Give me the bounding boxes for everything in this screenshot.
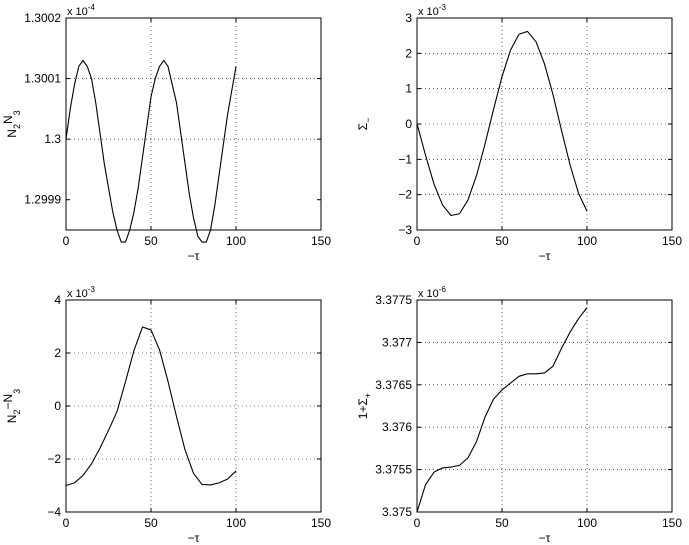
y-tick-label: 0: [54, 399, 61, 413]
y-axis-label: Σ−: [356, 118, 373, 131]
x-axis-label: −τ: [539, 531, 551, 545]
series-line: [65, 59, 237, 243]
y-axis-label: 1+Σ+: [356, 393, 373, 419]
x-tick-label: 100: [577, 234, 597, 248]
x-tick-label: 50: [144, 234, 158, 248]
y-tick-label: 1.2999: [24, 193, 61, 207]
y-tick-label: 3.3755: [375, 463, 412, 477]
axes-box: [65, 17, 322, 231]
series-line: [416, 30, 588, 217]
x-tick-label: 150: [311, 516, 331, 530]
y-tick-label: 3: [405, 11, 412, 25]
y-tick-label: 4: [54, 293, 61, 307]
series-line: [416, 307, 588, 513]
y-tick-label: 3.3775: [375, 293, 412, 307]
panel-n2-minus-n3: 0 50 100 150 −4 −2 0 2 4 x 10-3 −τ N2−N3: [1, 285, 331, 545]
axes-box: [416, 299, 673, 513]
exponent-label: x 10-3: [67, 285, 95, 300]
panel-n2n3: 0 50 100 150 1.2999 1.3 1.3001 1.3002 x 10-4 −τ N2…: [1, 3, 331, 263]
y-tick-label: −2: [398, 188, 412, 202]
y-tick-label: 1.3001: [24, 72, 61, 86]
y-tick-label: 1.3002: [24, 11, 61, 25]
y-tick-label: −1: [398, 152, 412, 166]
exponent-label: x 10-6: [418, 285, 446, 300]
y-tick-label: −2: [47, 452, 61, 466]
y-tick-label: −4: [47, 505, 61, 519]
exponent-label: x 10-4: [67, 3, 95, 18]
y-tick-label: −3: [398, 223, 412, 237]
x-axis-label: −τ: [539, 249, 551, 263]
y-tick-label: 1: [405, 82, 412, 96]
y-tick-label: 3.376: [382, 420, 412, 434]
panel-one-plus-sigma-plus: 0 50 100 150 3.375 3.3755 3.376 3.3765 3.377 3.37…: [356, 285, 682, 545]
x-tick-label: 150: [662, 234, 682, 248]
y-tick-label: 3.377: [382, 335, 412, 349]
x-tick-label: 100: [226, 234, 246, 248]
x-tick-label: 50: [144, 516, 158, 530]
exponent-label: x 10-3: [418, 3, 446, 18]
x-tick-label: 150: [662, 516, 682, 530]
x-tick-label: 150: [311, 234, 331, 248]
series-line: [65, 326, 237, 487]
x-tick-label: 100: [577, 516, 597, 530]
x-axis-label: −τ: [188, 531, 200, 545]
x-tick-label: 50: [495, 516, 509, 530]
y-tick-label: 2: [405, 46, 412, 60]
y-axis-label: N2N3: [1, 110, 22, 137]
x-tick-label: 50: [495, 234, 509, 248]
panel-sigma-minus: 0 50 100 150 −3 −2 −1 0 1 2 3 x 10-3 −τ Σ−: [356, 3, 682, 263]
y-tick-label: 0: [405, 117, 412, 131]
y-axis-label: N2−N3: [1, 389, 22, 423]
y-tick-label: 3.375: [382, 505, 412, 519]
x-tick-label: 0: [414, 234, 421, 248]
y-tick-label: 2: [54, 346, 61, 360]
x-tick-label: 100: [226, 516, 246, 530]
y-tick-label: 1.3: [44, 132, 61, 146]
x-tick-label: 0: [63, 234, 70, 248]
y-tick-label: 3.3765: [375, 378, 412, 392]
x-tick-label: 0: [63, 516, 70, 530]
x-axis-label: −τ: [188, 249, 200, 263]
x-tick-label: 0: [414, 516, 421, 530]
